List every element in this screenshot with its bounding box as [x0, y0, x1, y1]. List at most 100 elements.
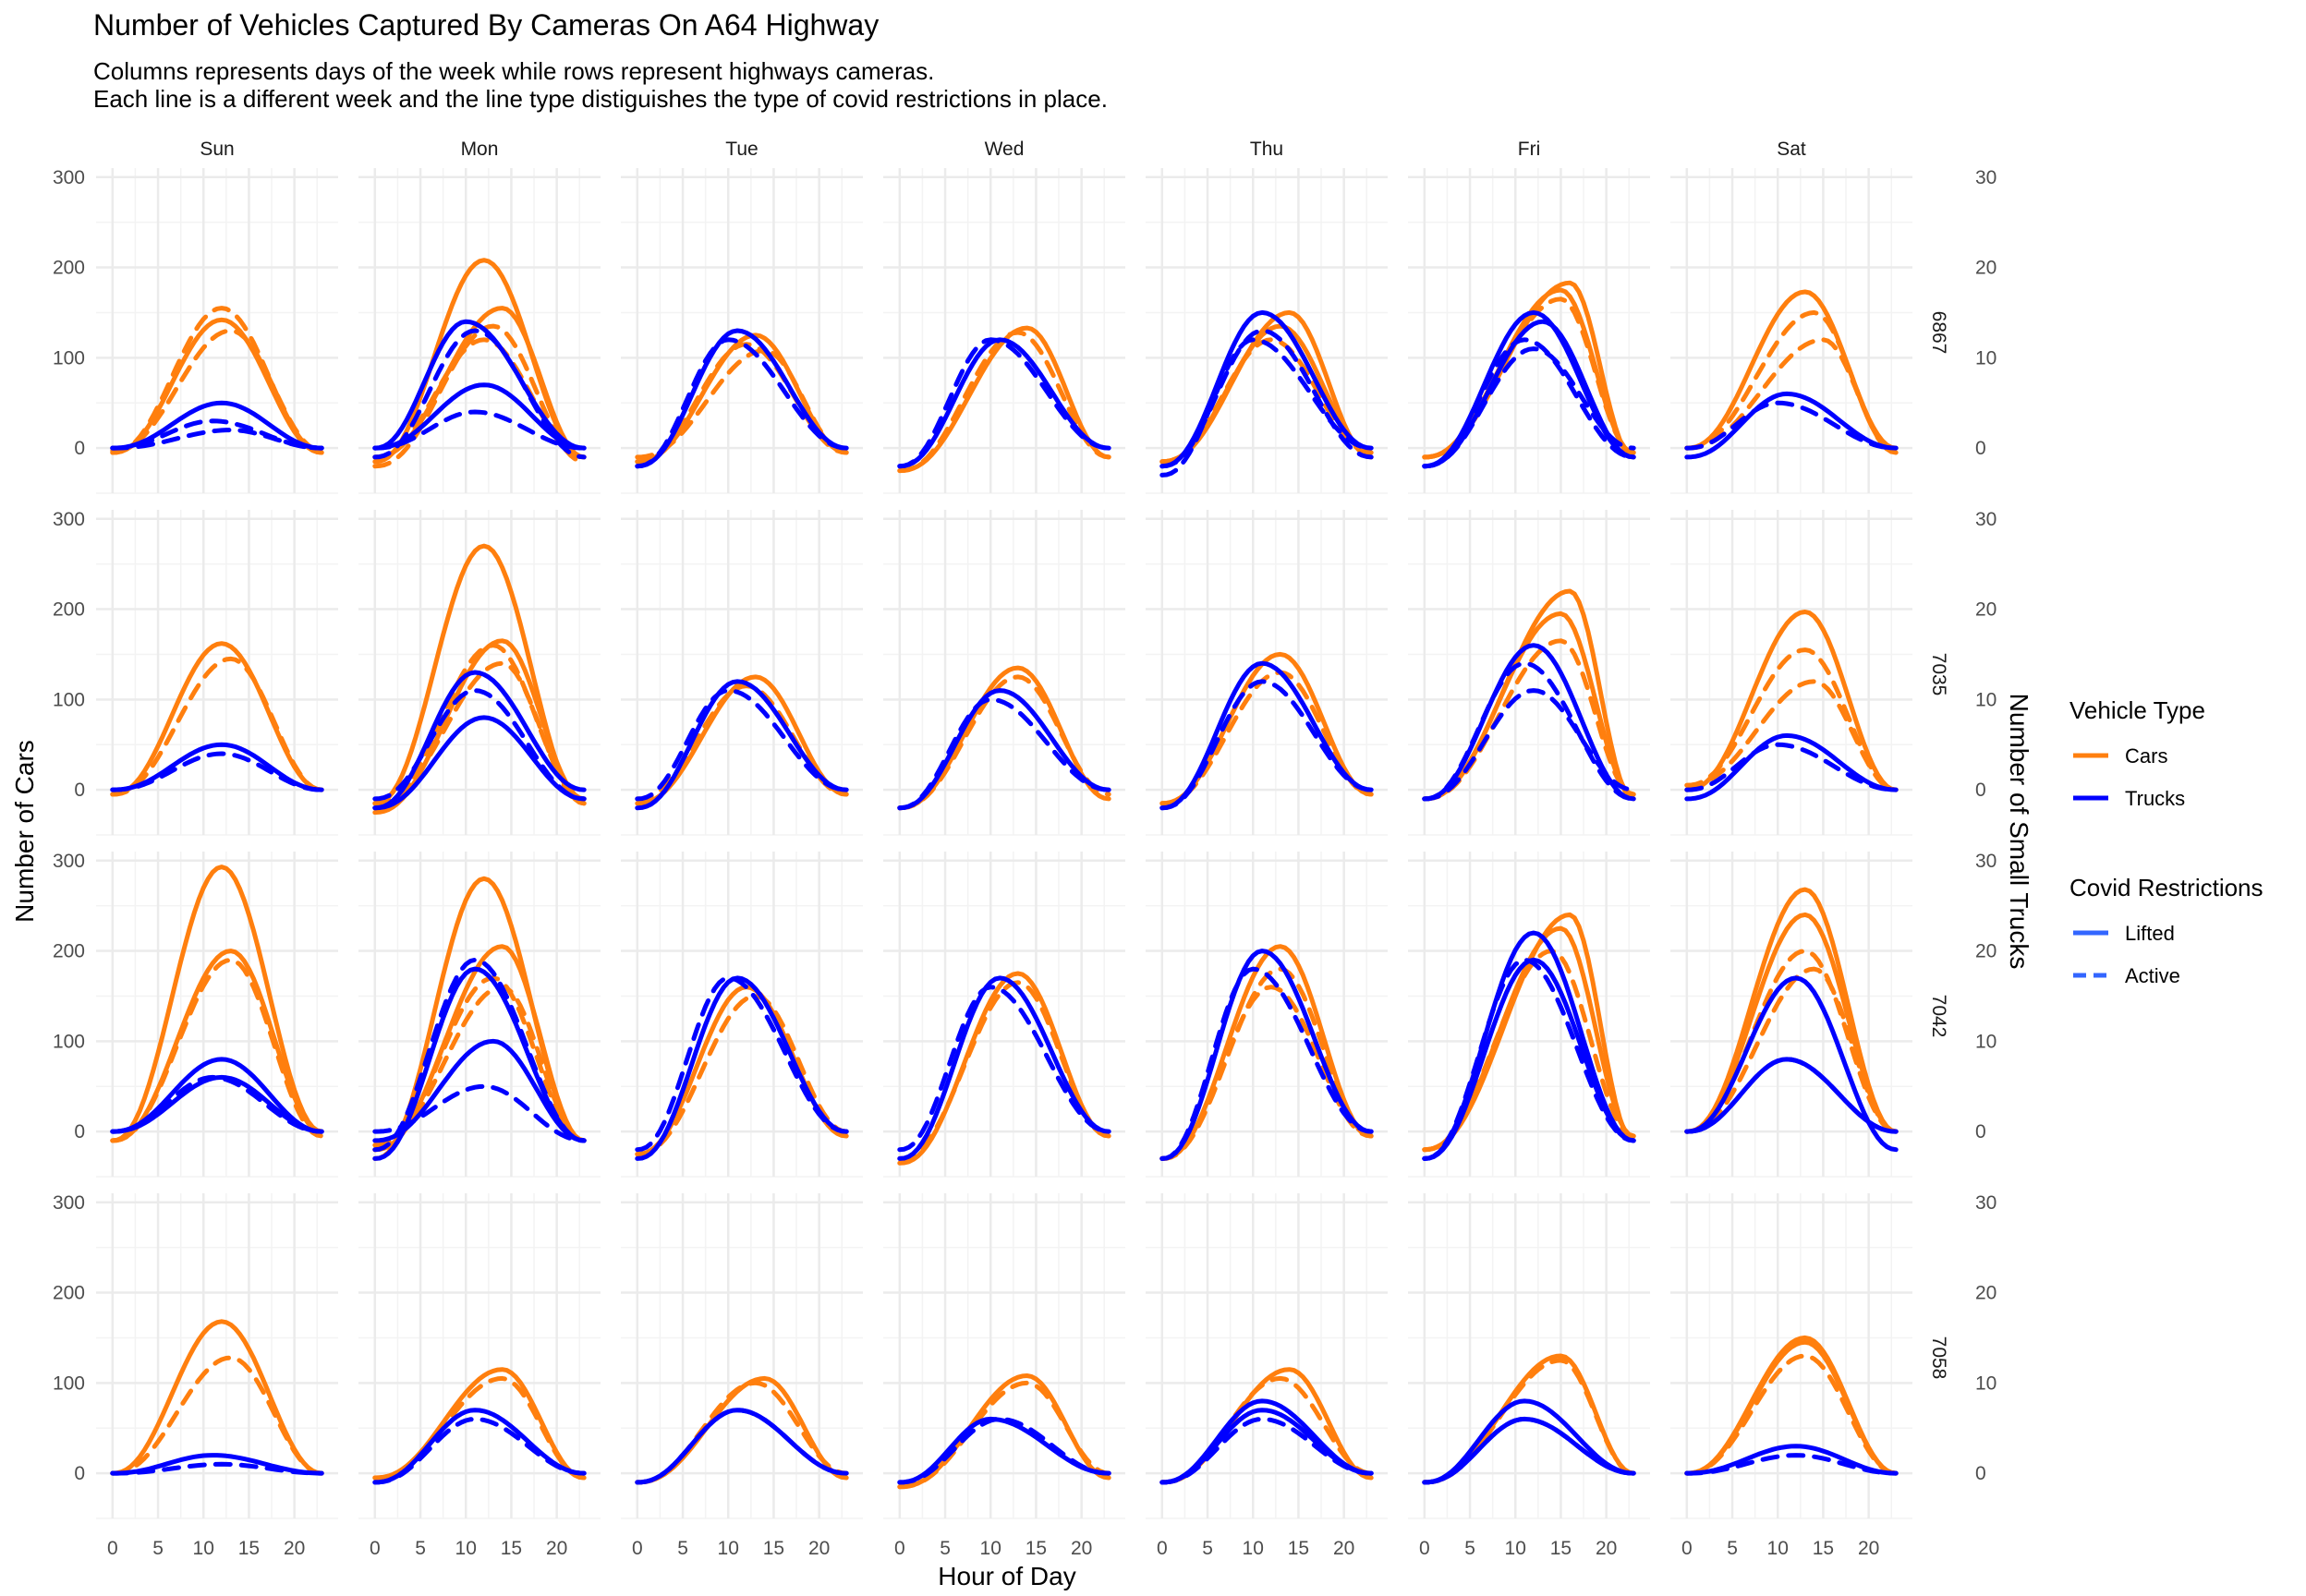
chart-subtitle-line-2: Each line is a different week and the li… [93, 85, 1108, 113]
y-tick-left-label: 100 [53, 347, 85, 369]
y-tick-right-label: 20 [1975, 941, 1997, 962]
y-tick-right-label: 10 [1975, 1372, 1997, 1394]
x-tick-label: 20 [1333, 1538, 1354, 1559]
y-tick-right-label: 0 [1975, 1121, 1986, 1143]
x-tick-label: 10 [1505, 1538, 1526, 1559]
series-cars-dashed-3 [1159, 337, 1374, 465]
y-tick-right-label: 20 [1975, 1283, 1997, 1304]
series-cars-dashed-3 [372, 643, 587, 811]
x-tick-label: 20 [546, 1538, 567, 1559]
panel-7042-mon [358, 852, 601, 1178]
panel-7058-fri [1408, 1193, 1650, 1519]
strip-label-mon: Mon [461, 139, 499, 160]
series-trucks-dashed-2 [1684, 742, 1899, 792]
series-trucks-dashed-3 [1422, 1416, 1636, 1485]
chart-title: Number of Vehicles Captured By Cameras O… [93, 8, 879, 42]
y-tick-right-label: 30 [1975, 1192, 1997, 1214]
series-trucks-dashed-2 [897, 985, 1111, 1153]
series-trucks-solid-2 [1422, 319, 1636, 469]
x-tick-label: 15 [763, 1538, 784, 1559]
series-trucks-solid-1 [635, 975, 849, 1161]
strip-label-camera-7058: 7058 [1928, 1336, 1949, 1380]
series-cars-dashed-4 [372, 660, 587, 806]
legend-label-trucks: Trucks [2125, 787, 2185, 810]
y-tick-left-label: 300 [53, 167, 85, 188]
series-trucks-dashed-2 [110, 418, 324, 451]
panel-7058-tue [621, 1193, 863, 1519]
x-tick-label: 10 [718, 1538, 739, 1559]
y-tick-right-label: 0 [1975, 438, 1986, 459]
series-trucks-solid-1 [897, 688, 1111, 811]
legend-title-covid-restrictions: Covid Restrictions [2069, 874, 2264, 901]
x-tick-label: 0 [1157, 1538, 1168, 1559]
series-trucks-dashed-2 [635, 688, 849, 802]
series-cars-dashed-2 [897, 330, 1111, 474]
y-tick-left-label: 300 [53, 851, 85, 872]
series-trucks-solid-1 [1684, 975, 1899, 1153]
x-tick-label: 0 [632, 1538, 643, 1559]
strip-label-camera-6867: 6867 [1928, 311, 1949, 355]
series-trucks-dashed-2 [897, 696, 1111, 811]
series-cars-dashed-3 [635, 348, 849, 460]
series-cars-solid-1 [110, 1319, 324, 1476]
facet-strips: Sun Mon Tue Wed Thu Fri Sat 6867 7035 7042 7058 [200, 139, 1949, 1379]
series-trucks-dashed-3 [372, 688, 587, 802]
series-trucks-solid-1 [1422, 643, 1636, 802]
y-tick-left-label: 200 [53, 1283, 85, 1304]
panel-6867-thu [1146, 168, 1388, 494]
y-tick-left-label: 0 [74, 438, 85, 459]
panel-6867-mon [358, 168, 601, 494]
strip-label-sat: Sat [1777, 139, 1806, 160]
series-trucks-dashed-2 [1684, 1453, 1899, 1476]
x-tick-label: 15 [501, 1538, 522, 1559]
y-tick-right-label: 10 [1975, 1031, 1997, 1052]
series-trucks-dashed-3 [1159, 1416, 1374, 1485]
x-tick-label: 15 [1288, 1538, 1309, 1559]
y-tick-left-label: 200 [53, 941, 85, 962]
panel-7042-tue [621, 852, 863, 1178]
legend: Vehicle Type Cars Trucks Covid Restricti… [2069, 696, 2264, 987]
series-trucks-solid-1 [897, 975, 1111, 1161]
series-trucks-solid-1 [1422, 1398, 1636, 1485]
legend-label-cars: Cars [2125, 744, 2167, 768]
x-tick-label: 5 [415, 1538, 426, 1559]
panel-7035-tue [621, 510, 863, 836]
y-tick-left-label: 200 [53, 599, 85, 621]
series-cars-dashed-3 [1684, 1353, 1899, 1476]
series-cars-dashed-3 [1159, 985, 1374, 1161]
x-tick-label: 5 [1727, 1538, 1738, 1559]
x-tick-label: 15 [1550, 1538, 1572, 1559]
series-cars-dashed-3 [372, 975, 587, 1153]
series-trucks-dashed-2 [110, 1461, 324, 1476]
y-tick-left-label: 300 [53, 509, 85, 530]
series-trucks-dashed-4 [372, 1083, 587, 1143]
series-cars-dashed-2 [635, 993, 849, 1157]
panel-7035-sun [96, 510, 338, 836]
series-trucks-dashed-3 [110, 1074, 324, 1134]
series-trucks-dashed-3 [372, 957, 587, 1153]
strip-label-tue: Tue [725, 139, 758, 160]
y-tick-right-label: 30 [1975, 851, 1997, 872]
y-tick-right-label: 20 [1975, 599, 1997, 621]
panel-7042-sat [1670, 852, 1912, 1178]
y-axis-left-label: Number of Cars [10, 740, 39, 923]
legend-label-active: Active [2125, 964, 2180, 987]
x-tick-label: 10 [980, 1538, 1001, 1559]
panel-7035-wed [883, 510, 1125, 836]
series-cars-dashed-2 [897, 674, 1111, 811]
series-cars-dashed-3 [1422, 949, 1636, 1153]
series-trucks-dashed-2 [897, 1416, 1111, 1485]
series-trucks-dashed-3 [1422, 957, 1636, 1161]
series-trucks-dashed-3 [372, 409, 587, 451]
series-cars-solid-1 [110, 864, 324, 1143]
y-tick-right-label: 20 [1975, 258, 1997, 279]
strip-label-camera-7035: 7035 [1928, 653, 1949, 696]
series-trucks-dashed-3 [110, 428, 324, 451]
y-tick-left-label: 100 [53, 689, 85, 710]
panel-7042-wed [883, 852, 1125, 1178]
y-tick-right-label: 0 [1975, 780, 1986, 801]
panel-6867-wed [883, 168, 1125, 494]
strip-label-thu: Thu [1250, 139, 1283, 160]
panel-6867-fri [1408, 168, 1650, 494]
panel-7035-mon [358, 510, 601, 836]
